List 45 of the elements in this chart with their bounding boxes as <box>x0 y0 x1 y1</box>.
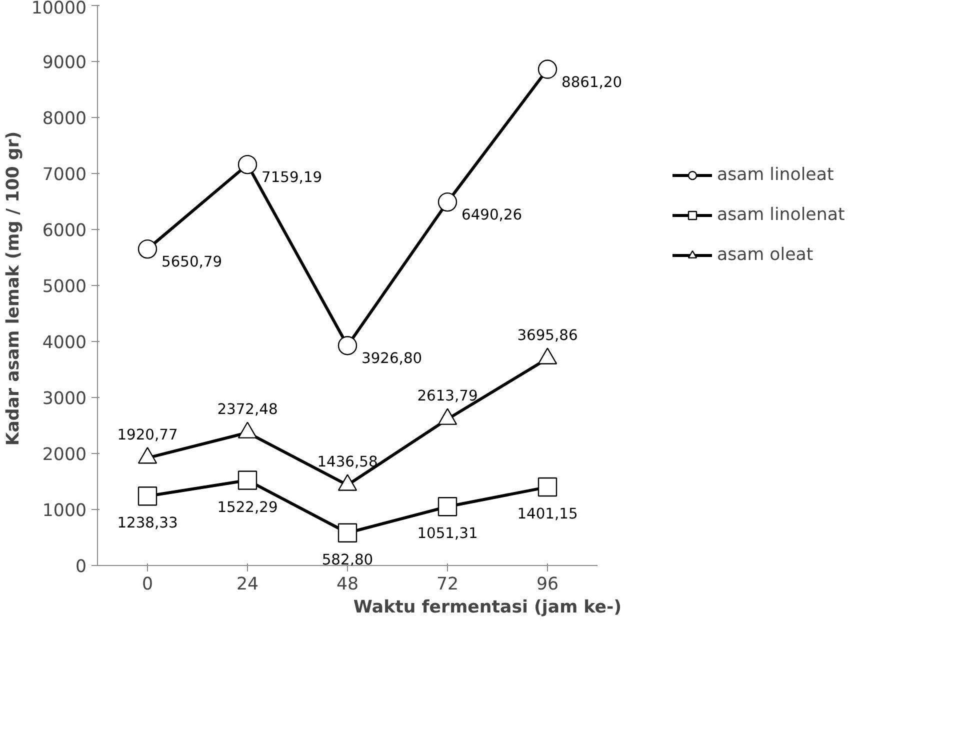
y-tick-label: 6000 <box>42 221 87 241</box>
data-label: 3926,80 <box>362 350 422 368</box>
y-tick-label: 9000 <box>42 53 87 73</box>
data-label: 6490,26 <box>462 206 522 224</box>
data-label: 1401,15 <box>517 506 578 523</box>
y-tick-label: 1000 <box>42 501 87 521</box>
x-tick-label: 96 <box>536 574 559 594</box>
point <box>538 477 558 497</box>
y-tick-label: 3000 <box>42 389 87 409</box>
y-tick-label: 7000 <box>42 165 87 185</box>
y-tick-label: 10000 <box>31 0 86 18</box>
point <box>338 336 358 356</box>
y-tick-label: 8000 <box>42 109 87 129</box>
data-label: 2372,48 <box>217 401 278 418</box>
point <box>438 497 458 516</box>
y-tick-label: 0 <box>75 557 87 577</box>
y-tick-label: 2000 <box>42 445 87 465</box>
point <box>438 192 458 212</box>
point <box>238 470 258 490</box>
x-axis-title: Waktu fermentasi (jam ke-) <box>353 598 622 618</box>
data-label: 1051,31 <box>417 525 478 542</box>
y-tick-label: 4000 <box>42 333 87 353</box>
y-axis-title: Kadar asam lemak (mg / 100 gr) <box>3 131 24 446</box>
x-tick-label: 24 <box>236 574 259 594</box>
point <box>238 155 258 174</box>
x-tick-label: 0 <box>142 574 154 594</box>
data-label: 1920,77 <box>117 426 178 444</box>
y-tick-label: 5000 <box>42 277 87 297</box>
x-tick-label: 48 <box>336 574 359 594</box>
point <box>138 486 158 506</box>
legend-label: asam linolenat <box>717 205 845 225</box>
data-label: 1522,29 <box>217 498 278 516</box>
data-label: 3695,86 <box>517 327 578 344</box>
legend-label: asam linoleat <box>717 165 834 185</box>
data-label: 8861,20 <box>562 74 622 91</box>
data-label: 5650,79 <box>162 254 222 271</box>
point <box>338 523 358 542</box>
legend-label: asam oleat <box>717 245 814 265</box>
point <box>138 239 158 259</box>
data-label: 2613,79 <box>417 388 478 405</box>
x-tick-label: 72 <box>436 574 459 594</box>
point <box>538 60 558 79</box>
data-label: 7159,19 <box>262 169 322 186</box>
data-label: 1436,58 <box>317 454 378 471</box>
data-label: 1238,33 <box>117 514 178 532</box>
